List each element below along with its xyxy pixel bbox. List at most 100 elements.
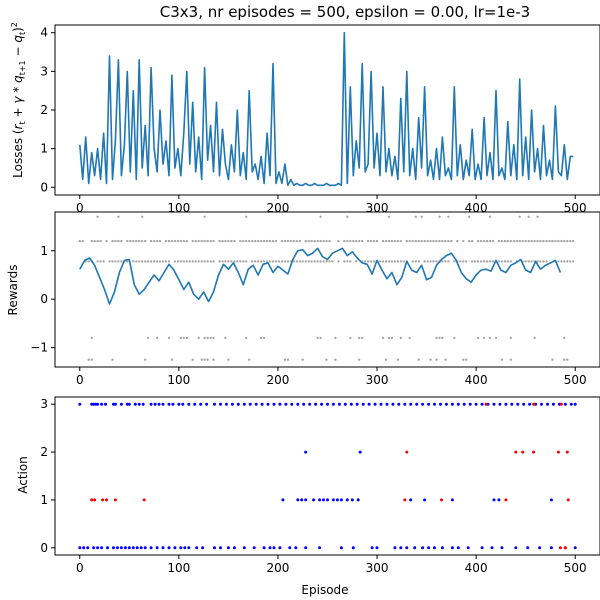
actions-xtick-label-4: 400 xyxy=(465,561,488,575)
action-point-greedy xyxy=(514,546,518,550)
action-point-greedy xyxy=(427,546,431,550)
action-point-greedy xyxy=(252,546,256,550)
action-point-greedy xyxy=(219,402,222,406)
action-point-greedy xyxy=(549,498,553,502)
reward-point xyxy=(271,239,275,243)
action-point-greedy xyxy=(278,546,282,550)
reward-point xyxy=(566,260,569,263)
action-point-greedy xyxy=(339,498,343,502)
action-point-greedy xyxy=(456,402,460,406)
reward-point xyxy=(99,260,102,263)
action-point-random xyxy=(514,450,518,454)
action-point-random xyxy=(90,498,94,502)
action-point-greedy xyxy=(278,402,282,406)
reward-point xyxy=(572,260,575,263)
action-point-greedy xyxy=(466,546,470,550)
reward-point xyxy=(551,358,554,361)
action-point-greedy xyxy=(474,402,478,406)
action-point-greedy xyxy=(137,402,141,406)
reward-point xyxy=(227,260,230,263)
reward-point xyxy=(358,358,361,361)
reward-point xyxy=(542,239,545,243)
reward-point xyxy=(390,239,394,243)
reward-point xyxy=(200,358,203,361)
reward-point xyxy=(203,260,206,263)
reward-point xyxy=(268,260,272,263)
action-point-greedy xyxy=(573,546,577,550)
reward-point xyxy=(81,239,84,243)
reward-point xyxy=(129,239,132,243)
reward-point xyxy=(301,358,304,361)
reward-point xyxy=(289,239,292,243)
action-point-greedy xyxy=(409,498,413,502)
action-point-random xyxy=(105,498,108,502)
reward-point xyxy=(387,260,391,263)
reward-point xyxy=(444,239,447,243)
reward-point xyxy=(468,215,471,218)
reward-point xyxy=(274,260,278,263)
reward-point xyxy=(536,215,539,218)
reward-point xyxy=(328,260,331,263)
reward-point xyxy=(527,215,530,218)
reward-point xyxy=(524,239,527,243)
action-point-greedy xyxy=(141,402,145,406)
reward-point xyxy=(509,260,512,263)
reward-point xyxy=(87,260,90,263)
reward-point xyxy=(221,260,224,263)
action-point-greedy xyxy=(433,402,436,406)
action-point-random xyxy=(532,450,536,454)
reward-point xyxy=(203,336,206,340)
reward-point xyxy=(396,358,400,361)
reward-point xyxy=(337,239,340,243)
reward-point xyxy=(206,336,209,340)
reward-point xyxy=(132,239,135,243)
actions-ytick-label-3: 3 xyxy=(40,397,48,411)
reward-point xyxy=(563,336,566,340)
reward-point xyxy=(304,239,307,243)
losses-ylabel: Losses (rt + γ * qt+1 − qt)2 xyxy=(10,22,27,178)
reward-point xyxy=(319,215,322,218)
reward-point xyxy=(384,239,388,243)
reward-point xyxy=(503,260,507,263)
reward-point xyxy=(274,239,278,243)
reward-point xyxy=(411,260,414,263)
action-point-greedy xyxy=(320,402,324,406)
reward-point xyxy=(233,260,236,263)
action-point-greedy xyxy=(516,402,520,406)
action-point-greedy xyxy=(127,546,131,550)
reward-point xyxy=(126,239,129,243)
reward-point xyxy=(295,260,298,263)
reward-point xyxy=(203,358,206,361)
action-point-greedy xyxy=(393,546,397,550)
reward-point xyxy=(536,260,539,263)
reward-point xyxy=(349,336,352,340)
reward-point xyxy=(277,260,281,263)
action-point-greedy xyxy=(262,546,266,550)
reward-point xyxy=(197,260,200,263)
action-point-greedy xyxy=(173,546,177,550)
action-point-random xyxy=(484,402,488,406)
reward-point xyxy=(96,239,99,243)
action-point-random xyxy=(566,498,570,502)
reward-point xyxy=(506,239,509,243)
action-point-greedy xyxy=(440,546,444,550)
reward-point xyxy=(518,239,521,243)
action-point-greedy xyxy=(456,546,460,550)
action-point-greedy xyxy=(248,402,252,406)
reward-point xyxy=(200,239,203,243)
reward-point xyxy=(414,239,417,243)
reward-point xyxy=(432,239,435,243)
reward-point xyxy=(387,336,391,340)
reward-point xyxy=(197,336,200,340)
action-point-greedy xyxy=(421,546,425,550)
reward-point xyxy=(343,239,346,243)
reward-point xyxy=(155,239,159,243)
reward-point xyxy=(99,239,102,243)
action-point-greedy xyxy=(500,546,504,550)
reward-point xyxy=(444,260,447,263)
action-point-greedy xyxy=(350,498,354,502)
reward-point xyxy=(319,239,322,243)
action-point-greedy xyxy=(113,402,117,406)
reward-point xyxy=(149,239,153,243)
reward-point xyxy=(120,260,123,263)
